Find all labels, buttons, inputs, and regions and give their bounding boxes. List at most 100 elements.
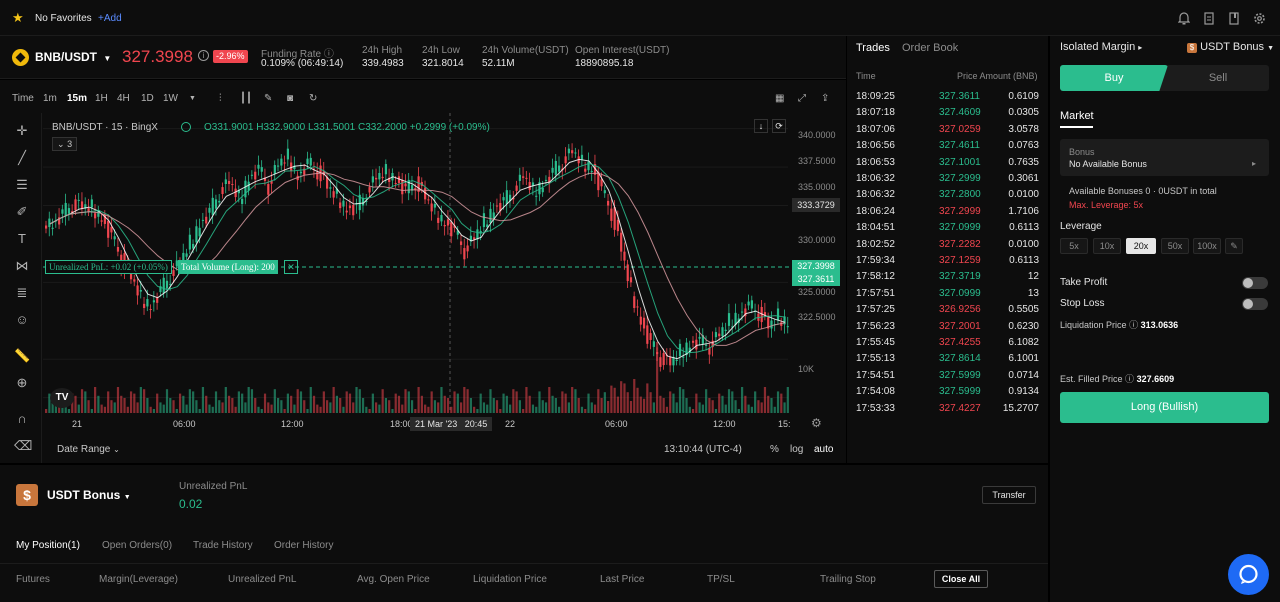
star-icon[interactable]: ★	[12, 10, 24, 25]
tab-trade-history[interactable]: Trade History	[193, 540, 253, 551]
close-position-icon[interactable]: ✕	[284, 260, 298, 274]
interval-1m[interactable]: 1m	[43, 93, 57, 104]
sync-icon[interactable]: ⟳	[772, 119, 786, 133]
candle-type-icon[interactable]: ┃┃	[240, 93, 253, 104]
indicators-icon[interactable]: ⫶	[219, 93, 222, 104]
col-futures: Futures	[16, 574, 50, 585]
trendline-icon[interactable]: ╱	[18, 150, 26, 165]
margin-mode-selector[interactable]: Isolated Margin ▸	[1060, 41, 1143, 53]
info-icon[interactable]: ⓘ	[1125, 374, 1135, 384]
moving-average-line	[49, 158, 786, 360]
bonus-selector[interactable]: Bonus No Available Bonus ▸	[1060, 139, 1269, 176]
take-profit-toggle[interactable]	[1242, 277, 1268, 289]
volume-bar	[744, 395, 747, 413]
trade-price: 327.2999	[939, 173, 981, 184]
add-favorite-link[interactable]: +Add	[98, 13, 122, 24]
log-scale-toggle[interactable]: log	[790, 444, 804, 455]
volume-bar	[587, 393, 590, 413]
ticker-bar	[0, 36, 846, 79]
volume-bar	[368, 409, 371, 413]
tab-order-history[interactable]: Order History	[274, 540, 334, 551]
volume-bar	[322, 391, 325, 413]
tab-trades[interactable]: Trades	[856, 42, 890, 54]
candle-body	[146, 299, 149, 307]
volume-bar	[139, 387, 142, 413]
interval-1d[interactable]: 1D	[141, 93, 154, 104]
indicator-toggle[interactable]: ⌄ 3	[52, 137, 78, 151]
volume-bar	[708, 398, 711, 413]
auto-scale-toggle[interactable]: auto	[814, 444, 834, 455]
interval-4h[interactable]: 4H	[117, 93, 130, 104]
candle-body	[234, 188, 237, 198]
settings-icon[interactable]	[1253, 12, 1265, 25]
crosshair-icon[interactable]: ✛	[16, 123, 28, 138]
buy-tab[interactable]: Buy	[1060, 65, 1168, 91]
refresh-icon[interactable]: ↻	[309, 93, 318, 104]
candle-body	[473, 237, 476, 240]
horizontal-lines-icon[interactable]: ☰	[16, 177, 28, 192]
edit-icon[interactable]: ✎	[264, 93, 273, 104]
magnet-icon[interactable]: ∩	[17, 411, 27, 426]
erase-icon[interactable]: ⌫	[14, 438, 33, 453]
camera-icon[interactable]: ◙	[287, 93, 294, 104]
tab-my-position[interactable]: My Position(1)	[16, 540, 80, 551]
account-selector[interactable]: USDT Bonus ▼	[47, 488, 131, 502]
info-icon[interactable]: i	[198, 50, 209, 61]
price-chart[interactable]	[43, 113, 846, 463]
leverage-50x[interactable]: 50x	[1161, 238, 1189, 254]
emoji-icon[interactable]: ☺	[15, 312, 29, 327]
leverage-100x[interactable]: 100x	[1193, 238, 1221, 254]
tab-open-orders[interactable]: Open Orders(0)	[102, 540, 173, 551]
percent-scale-toggle[interactable]: %	[770, 444, 779, 455]
stop-loss-toggle[interactable]	[1242, 298, 1268, 310]
chevron-down-icon[interactable]: ▼	[189, 95, 196, 102]
chart-settings-icon[interactable]: ⚙	[811, 416, 822, 430]
currency-selector[interactable]: $ USDT Bonus ▼	[1187, 41, 1274, 53]
zoom-in-icon[interactable]: ⊕	[16, 375, 28, 390]
pair-selector[interactable]: BNB/USDT ▼	[35, 50, 111, 64]
fullscreen-icon[interactable]: ⤢	[798, 93, 806, 104]
candle-body	[143, 303, 146, 308]
pencil-icon[interactable]: ✎	[1225, 238, 1243, 254]
interval-1h[interactable]: 1H	[95, 93, 108, 104]
interval-15m[interactable]: 15m	[67, 93, 88, 104]
volume-bar	[623, 383, 626, 413]
volume-bar	[381, 389, 384, 413]
interval-time[interactable]: Time	[12, 93, 34, 104]
volume-bar	[577, 398, 580, 413]
interval-1w[interactable]: 1W	[163, 93, 178, 104]
leverage-10x[interactable]: 10x	[1093, 238, 1121, 254]
share-icon[interactable]: ⇪	[821, 93, 830, 104]
volume-bar	[590, 402, 593, 413]
info-icon[interactable]: ⓘ	[323, 49, 334, 60]
leverage-5x[interactable]: 5x	[1060, 238, 1088, 254]
volume-bar	[231, 398, 234, 413]
candle-body	[365, 200, 368, 202]
pattern-icon[interactable]: ⋈	[15, 258, 29, 273]
volume-bar	[51, 402, 54, 413]
info-icon[interactable]: ⓘ	[1129, 320, 1139, 330]
notification-icon[interactable]	[1177, 12, 1191, 25]
fib-icon[interactable]: ≣	[16, 285, 28, 300]
date-range-button[interactable]: Date Range ⌄	[57, 444, 120, 455]
close-all-button[interactable]: Close All	[934, 570, 988, 588]
ruler-icon[interactable]: 📏	[14, 348, 31, 363]
book-icon[interactable]	[1228, 12, 1240, 25]
trade-price: 327.2282	[939, 238, 981, 250]
tab-order-book[interactable]: Order Book	[902, 42, 959, 54]
candle-body	[410, 185, 414, 191]
stop-loss-label: Stop Loss	[1060, 298, 1105, 309]
transfer-button[interactable]: Transfer	[982, 486, 1036, 504]
candle-body	[476, 229, 479, 240]
layout-grid-icon[interactable]: ▦	[775, 93, 785, 104]
text-icon[interactable]: T	[18, 231, 26, 246]
sell-tab[interactable]: Sell	[1208, 72, 1228, 84]
chevron-down-icon: ⌄	[113, 445, 120, 454]
long-submit-button[interactable]: Long (Bullish)	[1060, 392, 1269, 423]
brush-icon[interactable]: ✐	[16, 204, 28, 219]
leverage-20x[interactable]: 20x	[1126, 238, 1156, 254]
order-type-market[interactable]: Market	[1060, 110, 1094, 122]
document-icon[interactable]	[1203, 12, 1215, 25]
chat-support-button[interactable]	[1228, 554, 1269, 595]
download-icon[interactable]: ↓	[754, 119, 768, 133]
